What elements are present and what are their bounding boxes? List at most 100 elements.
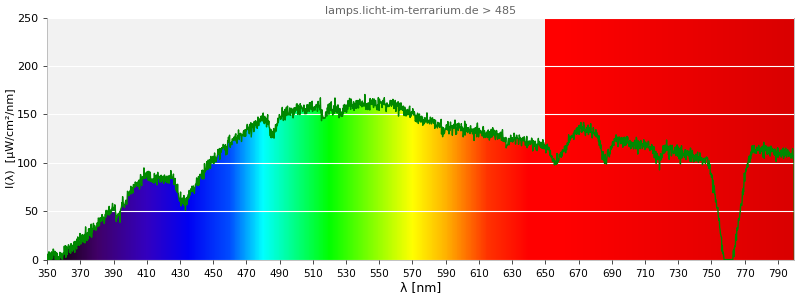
Bar [497, 132, 498, 260]
Bar [64, 250, 65, 260]
Bar [701, 18, 702, 260]
Bar [188, 194, 189, 260]
Bar [178, 195, 179, 260]
Bar [398, 112, 399, 260]
Bar [406, 111, 407, 260]
Bar [253, 127, 254, 260]
Bar [170, 173, 171, 260]
Bar [675, 18, 676, 260]
Bar [582, 18, 583, 260]
Bar [419, 115, 420, 260]
Bar [442, 133, 443, 260]
Bar [402, 108, 403, 260]
Bar [378, 105, 379, 260]
Bar [125, 203, 126, 260]
Bar [304, 112, 306, 260]
Bar [426, 115, 427, 260]
Bar [247, 125, 248, 260]
Bar [142, 178, 143, 260]
Bar [579, 18, 580, 260]
Bar [298, 110, 299, 260]
Bar [530, 141, 531, 260]
Bar [640, 18, 641, 260]
Bar [492, 128, 493, 260]
Bar [488, 135, 489, 260]
Bar [57, 257, 58, 260]
Bar [790, 18, 791, 260]
Bar [69, 252, 70, 260]
Bar [694, 18, 695, 260]
Bar [647, 18, 648, 260]
Bar [391, 105, 392, 260]
Bar [362, 105, 363, 260]
Bar [471, 131, 472, 260]
Bar [139, 188, 140, 260]
Bar [791, 18, 792, 260]
Bar [474, 129, 476, 260]
Bar [698, 18, 699, 260]
Bar [317, 109, 318, 260]
Bar [591, 18, 592, 260]
Bar [606, 18, 607, 260]
Bar [195, 185, 196, 260]
Bar [425, 121, 426, 260]
Bar [546, 18, 547, 260]
Bar [585, 18, 586, 260]
Bar [167, 181, 168, 260]
Bar [350, 107, 351, 260]
Bar [96, 230, 97, 260]
Bar [336, 109, 337, 260]
Bar [189, 192, 190, 260]
Bar [330, 109, 331, 260]
Bar [141, 179, 142, 260]
Bar [430, 122, 431, 260]
Bar [91, 231, 93, 260]
Bar [307, 105, 308, 260]
Bar [644, 18, 646, 260]
Bar [260, 119, 261, 260]
Bar [448, 128, 449, 260]
Bar [502, 133, 503, 260]
Bar [375, 100, 376, 260]
Bar [779, 18, 780, 260]
Bar [468, 129, 469, 260]
Bar [314, 110, 315, 260]
Bar [422, 125, 423, 260]
Bar [622, 18, 624, 260]
Bar [55, 258, 56, 260]
Bar [97, 224, 98, 260]
Bar [589, 18, 590, 260]
Bar [636, 18, 637, 260]
Bar [626, 18, 627, 260]
Bar [679, 18, 680, 260]
Bar [685, 18, 686, 260]
Bar [711, 18, 712, 260]
Bar [707, 18, 709, 260]
Bar [66, 254, 67, 260]
Bar [410, 113, 412, 260]
Bar [673, 18, 674, 260]
Bar [120, 214, 121, 260]
Bar [353, 108, 354, 260]
Bar [118, 215, 119, 260]
Bar [332, 112, 333, 260]
Bar [484, 131, 485, 260]
Bar [532, 147, 533, 260]
Bar [49, 259, 50, 260]
Bar [774, 18, 775, 260]
Bar [525, 144, 526, 260]
Bar [621, 18, 622, 260]
Bar [265, 118, 266, 260]
Bar [554, 18, 555, 260]
Bar [72, 248, 73, 260]
Bar [466, 132, 467, 260]
Bar [561, 18, 562, 260]
Bar [372, 103, 373, 260]
Bar [602, 18, 603, 260]
Bar [504, 141, 505, 260]
Bar [365, 105, 366, 260]
Bar [693, 18, 694, 260]
Bar [106, 214, 107, 260]
Bar [340, 116, 341, 260]
Bar [190, 189, 191, 260]
